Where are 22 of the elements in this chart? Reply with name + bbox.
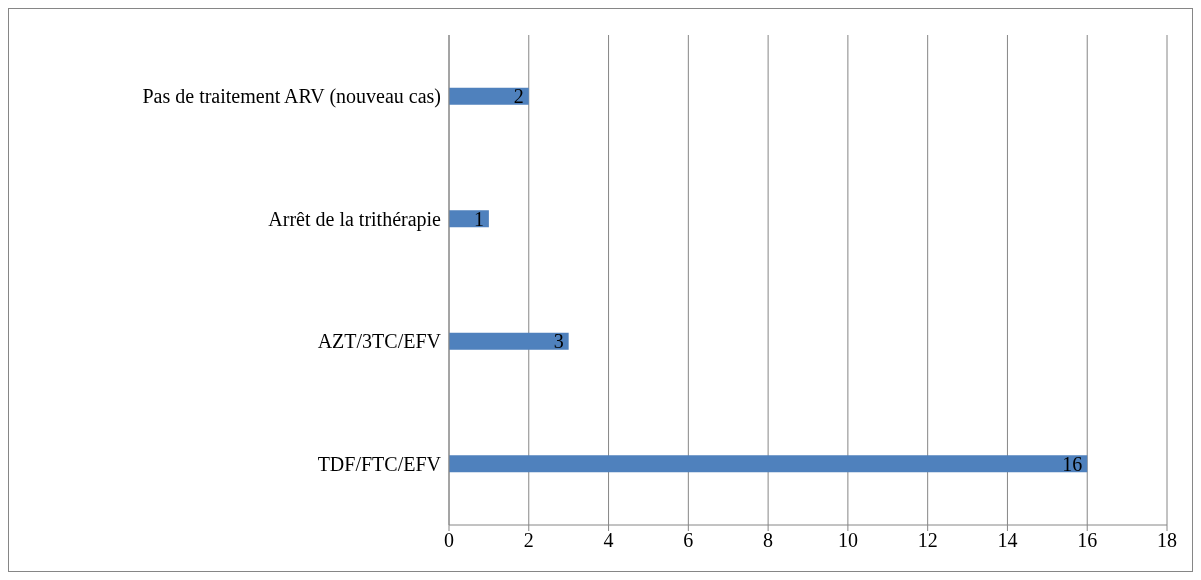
data-label: 16: [1062, 452, 1083, 475]
y-tick-label: AZT/3TC/EFV: [317, 330, 442, 353]
bar: [449, 455, 1088, 473]
x-tick-label: 4: [603, 529, 614, 552]
x-tick-label: 8: [763, 529, 774, 552]
bar: [449, 332, 569, 350]
data-label: 2: [513, 85, 524, 108]
x-tick-label: 18: [1157, 529, 1177, 552]
y-tick-label: TDF/FTC/EFV: [317, 452, 442, 475]
x-tick-label: 14: [997, 529, 1018, 552]
x-tick-label: 10: [837, 529, 858, 552]
bar: [449, 87, 529, 105]
x-tick-label: 0: [444, 529, 454, 552]
x-tick-label: 12: [917, 529, 938, 552]
y-tick-label: Arrêt de la trithérapie: [268, 207, 442, 231]
x-tick-label: 2: [523, 529, 534, 552]
data-label: 1: [473, 207, 484, 230]
data-label: 3: [553, 330, 564, 353]
y-tick-label: Pas de traitement ARV (nouveau cas): [142, 85, 441, 109]
x-tick-label: 6: [683, 529, 694, 552]
x-tick-label: 16: [1077, 529, 1098, 552]
bar: [449, 210, 489, 228]
